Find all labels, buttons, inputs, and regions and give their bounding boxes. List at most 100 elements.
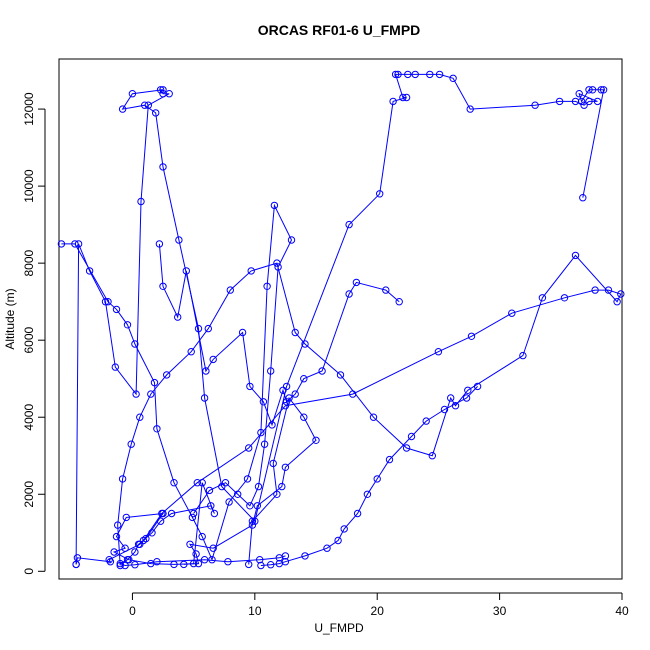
x-axis: 0 10 20 30 40 (129, 592, 629, 618)
data-point (323, 544, 331, 552)
data-point (597, 86, 605, 94)
data-point (585, 97, 593, 106)
data-point (428, 452, 436, 460)
data-point (259, 398, 268, 406)
data-point (174, 313, 182, 321)
data-point (118, 105, 127, 113)
data-point (575, 90, 583, 98)
data-point (246, 502, 254, 510)
data-point (248, 521, 257, 529)
y-tick-label: 4000 (22, 404, 36, 431)
data-point (106, 558, 115, 566)
data-point (363, 490, 372, 498)
data-point (192, 550, 200, 558)
data-point (180, 560, 188, 569)
data-point (224, 558, 232, 566)
data-point (104, 298, 112, 306)
data-point (411, 70, 419, 79)
data-point (131, 561, 139, 569)
data-point (57, 240, 66, 248)
data-point (131, 340, 139, 348)
data-point (155, 240, 164, 248)
data-point (225, 498, 233, 506)
data-point (300, 375, 308, 383)
data-point (407, 432, 416, 441)
data-point (238, 328, 247, 337)
data-point (175, 236, 183, 244)
data-point (147, 390, 155, 398)
data-point (116, 561, 124, 570)
data-point (318, 367, 326, 375)
data-point (127, 440, 135, 448)
data-point (291, 328, 299, 337)
data-point (555, 97, 564, 106)
series-line-7 (260, 386, 478, 566)
data-point (121, 561, 129, 570)
data-point (200, 556, 209, 564)
series-line-5 (158, 243, 400, 427)
data-point (281, 552, 290, 560)
data-point (159, 282, 167, 290)
data-point (345, 220, 353, 229)
data-point (282, 398, 291, 406)
y-tick-label: 8000 (22, 249, 36, 276)
data-point (268, 421, 276, 429)
x-axis-label: U_FMPD (314, 621, 364, 635)
data-point (466, 105, 474, 113)
data-point (209, 355, 217, 364)
data-point (137, 197, 145, 206)
data-point (312, 436, 320, 444)
data-point (267, 561, 275, 569)
data-point (163, 371, 171, 379)
data-point (189, 509, 198, 518)
data-point (426, 70, 434, 79)
data-point (158, 509, 166, 518)
data-point (139, 536, 148, 545)
data-point (193, 479, 202, 487)
data-point (577, 97, 586, 106)
data-point (198, 532, 206, 541)
data-point (274, 263, 282, 271)
x-tick-label: 40 (615, 604, 629, 618)
data-point (260, 440, 269, 448)
plot-frame (58, 58, 623, 580)
data-point (200, 394, 209, 402)
data-point (531, 101, 539, 109)
data-point (245, 560, 253, 569)
data-point (114, 521, 122, 529)
data-point (462, 394, 471, 402)
data-point (449, 74, 457, 83)
data-point (340, 525, 348, 533)
data-point (345, 290, 353, 298)
data-point (136, 413, 144, 421)
data-point (121, 544, 129, 552)
data-point (188, 513, 197, 522)
data-point (189, 559, 198, 568)
y-tick-label: 2000 (22, 481, 36, 508)
data-point (210, 509, 219, 518)
data-point (402, 444, 411, 452)
data-point (473, 382, 482, 391)
data-point (508, 309, 516, 317)
data-point (218, 482, 226, 491)
data-point (71, 240, 79, 248)
data-point (257, 428, 265, 437)
data-point (301, 552, 309, 560)
data-point (617, 290, 625, 298)
data-point (118, 475, 127, 483)
data-point (579, 194, 587, 202)
data-point (519, 351, 527, 360)
data-point (170, 479, 178, 487)
data-point (159, 163, 167, 171)
series-layer (57, 70, 625, 570)
y-tick-label: 12000 (22, 92, 36, 126)
data-point (447, 394, 455, 402)
data-point (198, 479, 206, 487)
data-point (385, 455, 394, 464)
data-point (187, 348, 195, 356)
data-point (440, 405, 449, 414)
data-point (422, 417, 430, 425)
data-point (467, 332, 476, 340)
data-point (604, 286, 613, 294)
data-point (72, 560, 80, 569)
